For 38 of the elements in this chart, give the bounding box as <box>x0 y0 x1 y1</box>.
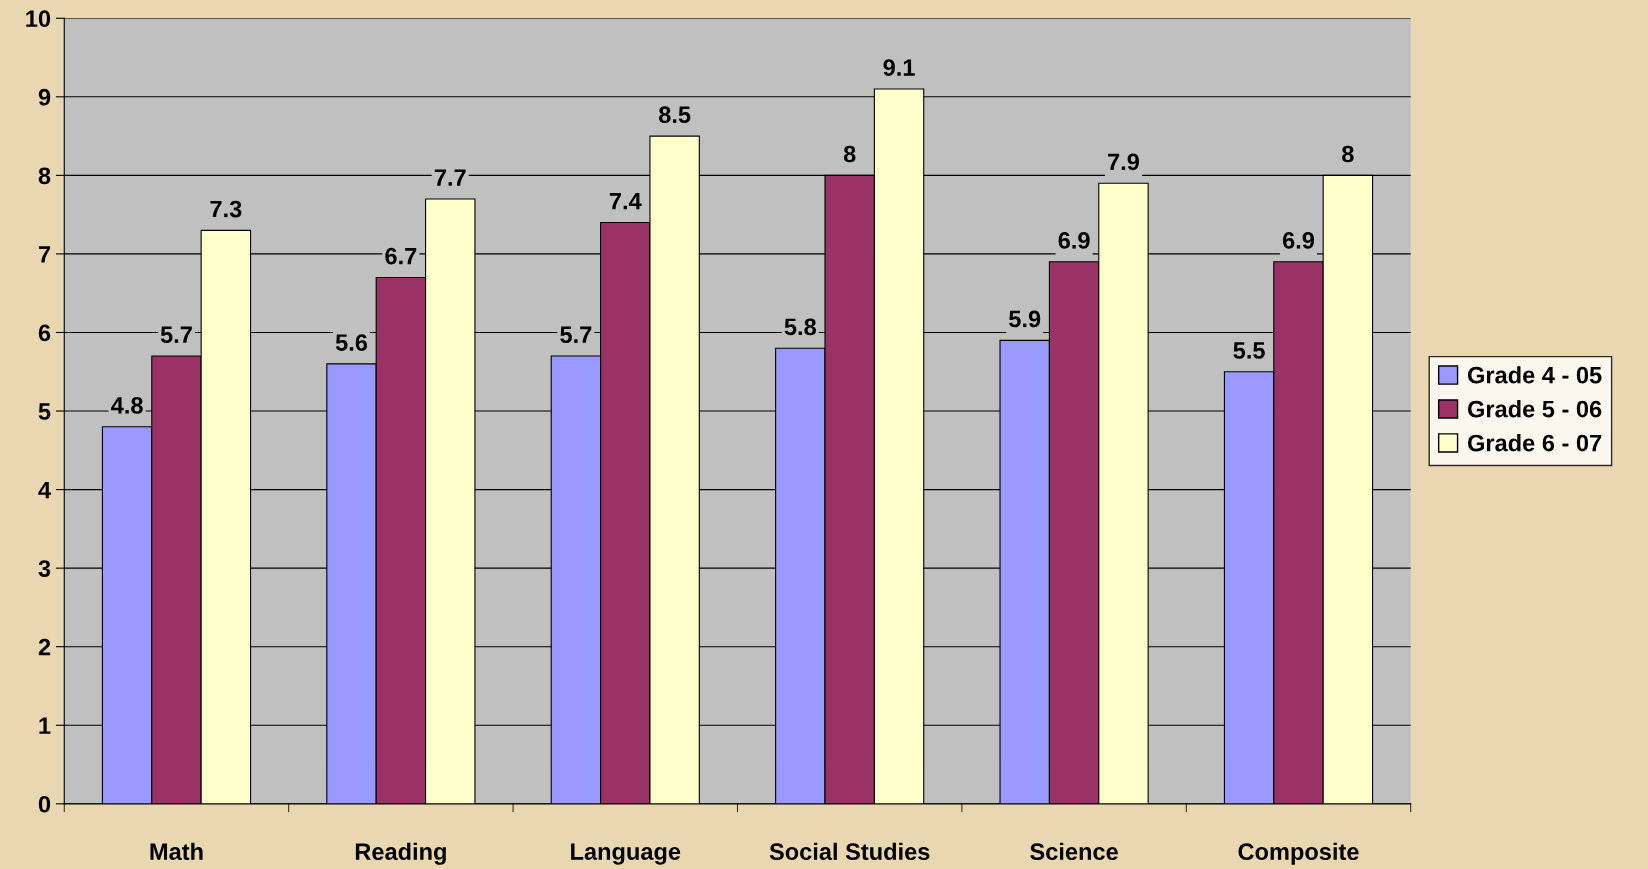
x-tick-label: Composite <box>1238 842 1359 865</box>
legend-label: Grade 6 - 07 <box>1467 434 1602 452</box>
data-label: 5.5 <box>1233 342 1265 359</box>
y-tick-label: 8 <box>38 167 51 185</box>
data-label: 5.7 <box>560 326 592 344</box>
data-label: 5.8 <box>784 318 816 336</box>
y-tick-label: 9 <box>38 88 51 106</box>
data-label: 8.5 <box>658 106 691 124</box>
data-label: 7.3 <box>210 200 242 218</box>
y-tick-label: 4 <box>38 481 51 499</box>
x-tick-label: Social Studies <box>769 842 930 861</box>
y-tick-label: 2 <box>38 638 51 656</box>
y-tick-label: 0 <box>38 795 51 813</box>
data-label: 4.8 <box>111 397 143 414</box>
y-tick-label: 7 <box>38 246 51 263</box>
x-tick-label: Math <box>150 842 203 861</box>
data-label: 7.7 <box>434 169 466 186</box>
data-label: 8 <box>843 145 856 163</box>
data-label: 7.9 <box>1108 153 1139 171</box>
data-label: 6.7 <box>385 247 417 265</box>
data-label: 6.9 <box>1058 232 1090 249</box>
data-label: 8 <box>1342 145 1354 163</box>
data-label: 5.7 <box>160 326 192 344</box>
x-tick-label: Science <box>1030 842 1118 861</box>
data-label: 9.1 <box>883 59 915 76</box>
y-tick-label: 10 <box>26 10 51 28</box>
data-label: 7.4 <box>609 193 642 210</box>
y-tick-label: 1 <box>39 717 51 734</box>
x-tick-label: Language <box>571 843 681 865</box>
legend-label: Grade 4 - 05 <box>1467 366 1602 384</box>
data-label: 6.9 <box>1282 232 1315 249</box>
legend-label: Grade 5 - 06 <box>1467 400 1602 418</box>
x-tick-label: Reading <box>355 842 446 865</box>
data-label: 5.9 <box>1009 310 1041 328</box>
y-tick-label: 3 <box>38 560 51 577</box>
data-label: 5.6 <box>335 334 368 351</box>
y-tick-label: 5 <box>38 403 51 420</box>
y-tick-label: 6 <box>38 324 51 342</box>
